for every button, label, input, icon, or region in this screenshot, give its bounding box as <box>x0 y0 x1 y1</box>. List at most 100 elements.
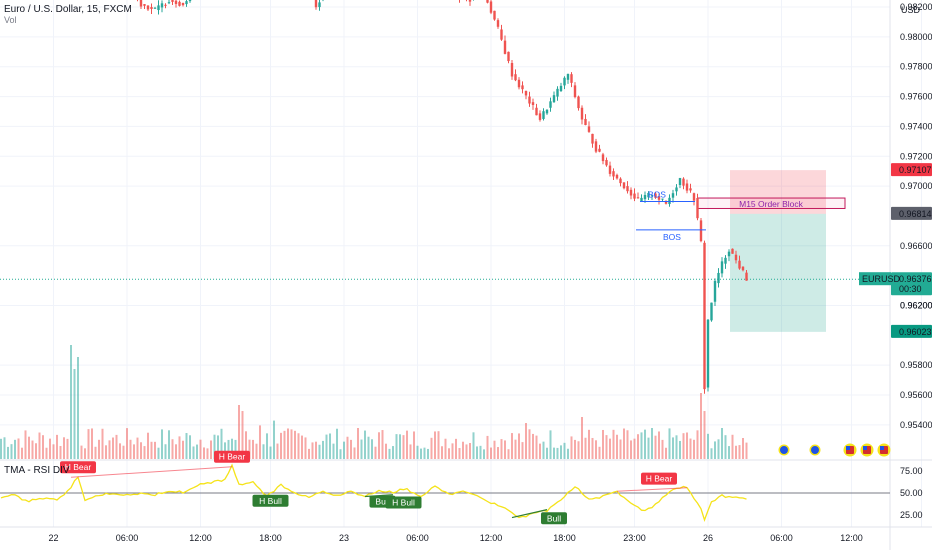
volume-bar <box>444 438 447 459</box>
volume-bar <box>525 423 527 459</box>
candle <box>608 165 612 174</box>
volume-bar <box>42 435 44 459</box>
candle <box>692 193 696 201</box>
volume-bar <box>262 444 265 459</box>
target-price-tag <box>891 324 932 338</box>
volume-bar <box>570 436 573 459</box>
volume-bar <box>612 429 615 459</box>
candle <box>626 186 629 192</box>
candle <box>689 188 692 191</box>
volume-bar <box>301 435 303 459</box>
volume-bar <box>721 428 723 459</box>
volume-bar <box>577 441 580 459</box>
candle <box>734 254 738 261</box>
candle <box>496 20 500 27</box>
x-tick-label: 18:00 <box>553 533 576 543</box>
volume-bar <box>332 443 335 459</box>
volume-bar <box>84 448 86 459</box>
candle <box>671 193 675 198</box>
volume-bar <box>63 437 65 459</box>
candle <box>573 85 577 98</box>
volume-bar <box>469 443 471 459</box>
volume-bar <box>472 432 475 459</box>
rsi-signal-badge <box>541 512 567 525</box>
candle <box>685 183 689 191</box>
volume-bar <box>168 430 170 459</box>
candle <box>549 101 552 108</box>
volume-bar <box>507 449 510 459</box>
volume-bar <box>724 435 727 459</box>
volume-bar <box>119 443 121 459</box>
volume-bar <box>266 433 268 459</box>
candle <box>489 1 493 13</box>
x-tick-label: 06:00 <box>116 533 139 543</box>
x-tick-label: 18:00 <box>259 533 282 543</box>
volume-bar <box>185 433 188 459</box>
take-profit-zone[interactable] <box>730 213 826 332</box>
volume-bar <box>563 442 566 459</box>
candle <box>510 63 514 77</box>
symbol-tag <box>859 272 891 286</box>
volume-bar <box>297 433 300 459</box>
flag-canton <box>880 446 884 450</box>
volume-bar <box>91 428 93 459</box>
volume-bar <box>329 433 331 459</box>
volume-bar <box>122 445 125 459</box>
volume-bar <box>395 434 398 459</box>
volume-bar <box>595 440 597 459</box>
volume-bar <box>49 438 51 459</box>
candle <box>160 3 164 8</box>
candle <box>545 109 549 114</box>
volume-bar <box>486 435 489 459</box>
candle <box>594 141 598 152</box>
current-price-tag-countdown: 00:30 <box>899 284 922 294</box>
volume-bar <box>511 433 513 459</box>
candle <box>535 107 538 116</box>
volume-bar <box>199 439 202 459</box>
volume-bar <box>696 430 699 459</box>
candle <box>150 7 153 9</box>
volume-bar <box>528 429 531 459</box>
rsi-signal-text: H Bear <box>65 462 92 472</box>
volume-bar <box>133 444 135 459</box>
candle <box>521 85 524 90</box>
volume-bar <box>602 429 604 459</box>
y-tick-label: 0.97200 <box>900 151 932 161</box>
volume-bar <box>738 445 741 459</box>
volume-bar <box>189 435 191 459</box>
volume-bar <box>714 441 716 459</box>
rsi-tick-label: 50.00 <box>900 488 923 498</box>
volume-bar <box>353 447 356 459</box>
volume-bar <box>409 444 412 459</box>
candle <box>538 113 542 120</box>
rsi-signal-text: Bull <box>375 497 389 507</box>
volume-bar <box>651 428 653 459</box>
volume-bar <box>322 440 324 459</box>
order-block-label: M15 Order Block <box>739 199 804 209</box>
rsi-signal-badge <box>214 450 250 463</box>
volume-bar <box>710 448 713 459</box>
candle <box>542 111 545 119</box>
volume-bar <box>626 430 629 459</box>
rsi-signal-text: H Bull <box>392 498 415 508</box>
volume-bar <box>3 437 6 459</box>
volume-bar <box>630 440 632 459</box>
volume-bar <box>175 444 177 459</box>
volume-bar <box>647 437 650 459</box>
volume-bar <box>77 357 79 459</box>
volume-bar <box>745 442 748 459</box>
volume-bar <box>381 430 384 459</box>
volume-bar <box>112 437 114 459</box>
stop-loss-zone[interactable] <box>730 170 826 214</box>
divergence-line <box>511 509 548 519</box>
candle <box>570 74 573 83</box>
volume-bar <box>703 411 706 459</box>
y-tick-label: 0.97400 <box>900 121 932 131</box>
candle <box>580 107 584 120</box>
volume-bar <box>553 447 555 459</box>
volume-bar <box>59 445 62 459</box>
y-tick-label: 0.95800 <box>900 360 932 370</box>
volume-bar <box>157 447 160 459</box>
volume-bar <box>654 435 657 459</box>
